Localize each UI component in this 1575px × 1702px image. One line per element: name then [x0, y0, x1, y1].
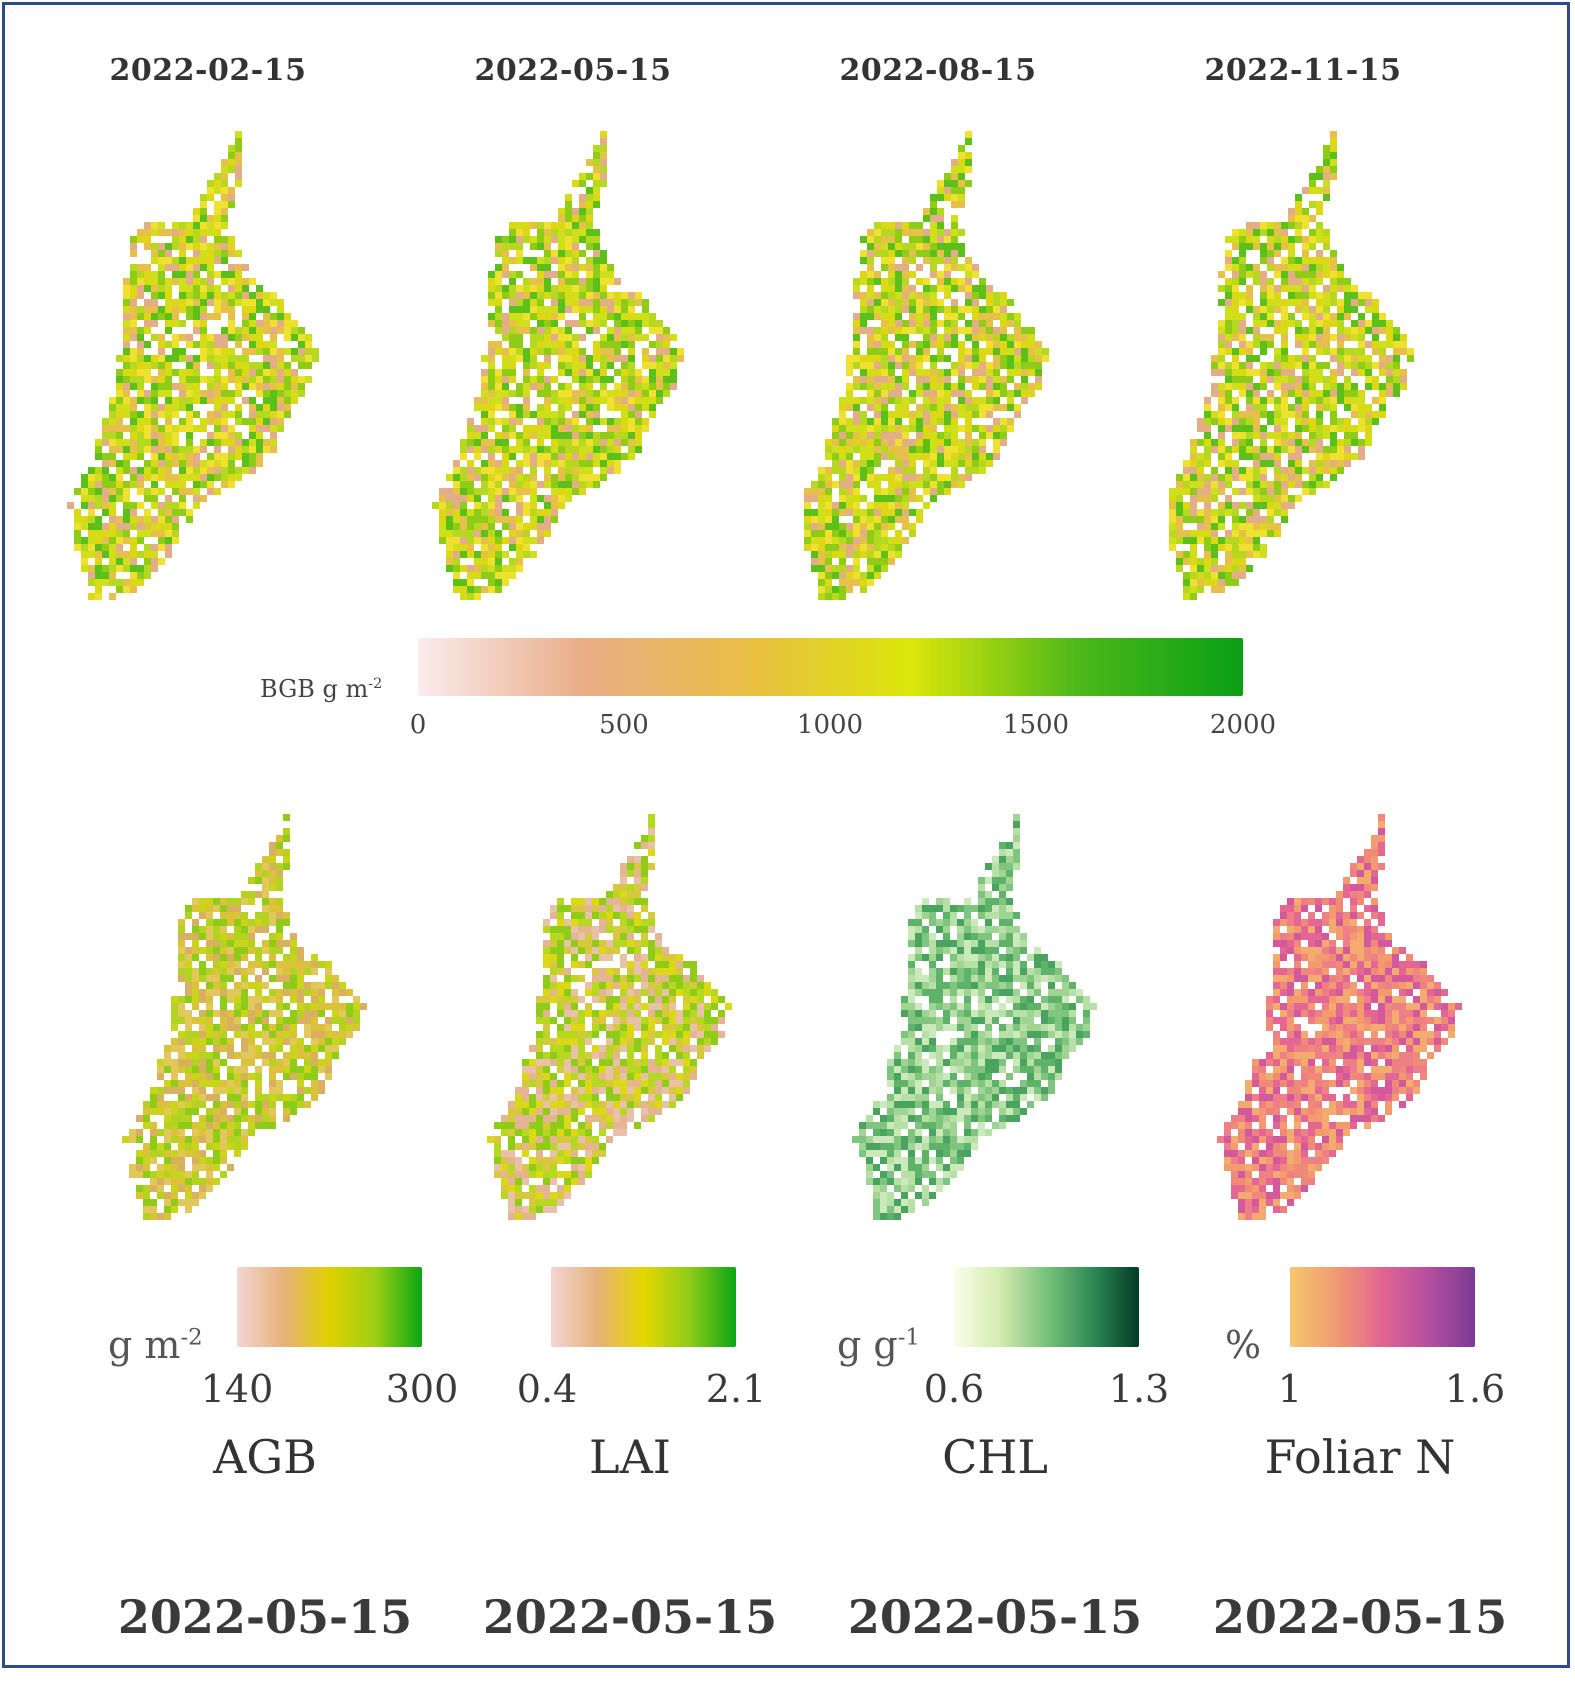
- foliar-n-unit: %: [1225, 1323, 1262, 1367]
- agb-colorbar: [237, 1267, 422, 1347]
- bottom-date-lai: 2022-05-15: [482, 1590, 778, 1644]
- bottom-date-chl: 2022-05-15: [847, 1590, 1143, 1644]
- chl-max: 1.3: [1108, 1367, 1170, 1411]
- top-date-4: 2022-11-15: [1204, 53, 1402, 88]
- bgb-tick-1500: 1500: [1002, 710, 1070, 740]
- bgb-map-1: [67, 131, 319, 600]
- bgb-colorbar-title: BGB g m-2: [260, 675, 383, 703]
- agb-min: 140: [200, 1367, 274, 1411]
- bgb-tick-0: 0: [409, 710, 427, 740]
- bgb-map-4: [1169, 131, 1414, 600]
- bgb-map-3: [804, 131, 1049, 600]
- lai-label: LAI: [589, 1430, 671, 1484]
- bgb-tick-500: 500: [599, 710, 649, 740]
- foliar-n-colorbar: [1290, 1267, 1475, 1347]
- chl-colorbar: [954, 1267, 1139, 1347]
- chl-unit: g g-1: [837, 1323, 920, 1367]
- lai-colorbar: [551, 1267, 736, 1347]
- lai-min: 0.4: [516, 1367, 578, 1411]
- bgb-tick-2000: 2000: [1209, 710, 1277, 740]
- foliar-n-min: 1: [1277, 1367, 1303, 1411]
- bgb-tick-1000: 1000: [796, 710, 864, 740]
- figure-frame: 2022-02-15 2022-05-15 2022-08-15 2022-11…: [2, 2, 1570, 1668]
- agb-unit: g m-2: [108, 1323, 203, 1367]
- agb-map: [122, 814, 367, 1220]
- lai-max: 2.1: [705, 1367, 767, 1411]
- top-date-2: 2022-05-15: [474, 53, 672, 88]
- bgb-colorbar: [418, 638, 1243, 696]
- bgb-map-2: [432, 131, 684, 600]
- top-date-1: 2022-02-15: [109, 53, 307, 88]
- top-date-3: 2022-08-15: [839, 53, 1037, 88]
- agb-label: AGB: [213, 1430, 317, 1484]
- lai-map: [487, 814, 732, 1220]
- chl-map: [852, 814, 1097, 1220]
- foliar-n-label: Foliar N: [1264, 1430, 1456, 1484]
- agb-max: 300: [385, 1367, 459, 1411]
- foliar-n-map: [1217, 814, 1462, 1220]
- chl-label: CHL: [942, 1430, 1048, 1484]
- bottom-date-agb: 2022-05-15: [117, 1590, 413, 1644]
- chl-min: 0.6: [923, 1367, 985, 1411]
- bottom-date-foliar-n: 2022-05-15: [1212, 1590, 1508, 1644]
- foliar-n-max: 1.6: [1444, 1367, 1506, 1411]
